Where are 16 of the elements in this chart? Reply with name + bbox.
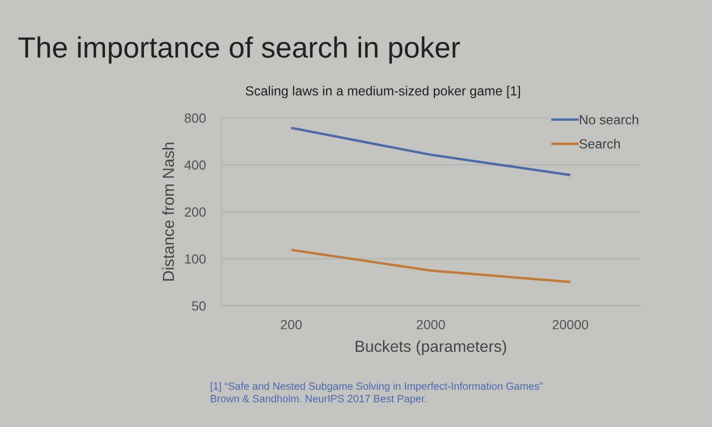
chart-title: The importance of search in poker <box>18 36 460 64</box>
x-tick-label: 200 <box>280 320 302 330</box>
y-axis-title: Distance from Nash <box>162 142 174 281</box>
legend-label: Search <box>579 138 620 149</box>
text: Brown & Sandholm. NeurIPS 2017 Best Paper. <box>210 394 426 404</box>
chart-subtitle: Scaling laws in a medium-sized poker game [1] <box>246 86 520 98</box>
y-tick-label: 100 <box>185 254 206 264</box>
text: [1] “Safe and Nested Subgame Solving in Imperfect-Information Games” <box>210 382 543 392</box>
y-tick-label: 50 <box>192 301 206 311</box>
y-tick-label: 800 <box>184 113 206 123</box>
x-tick-label: 2000 <box>416 320 445 330</box>
legend-label: No search <box>580 114 638 124</box>
y-tick-label: 400 <box>184 160 206 170</box>
y-tick-label: 200 <box>184 207 206 217</box>
x-tick-label: 20000 <box>552 320 588 330</box>
x-axis-title: Buckets (parameters) <box>356 340 506 356</box>
